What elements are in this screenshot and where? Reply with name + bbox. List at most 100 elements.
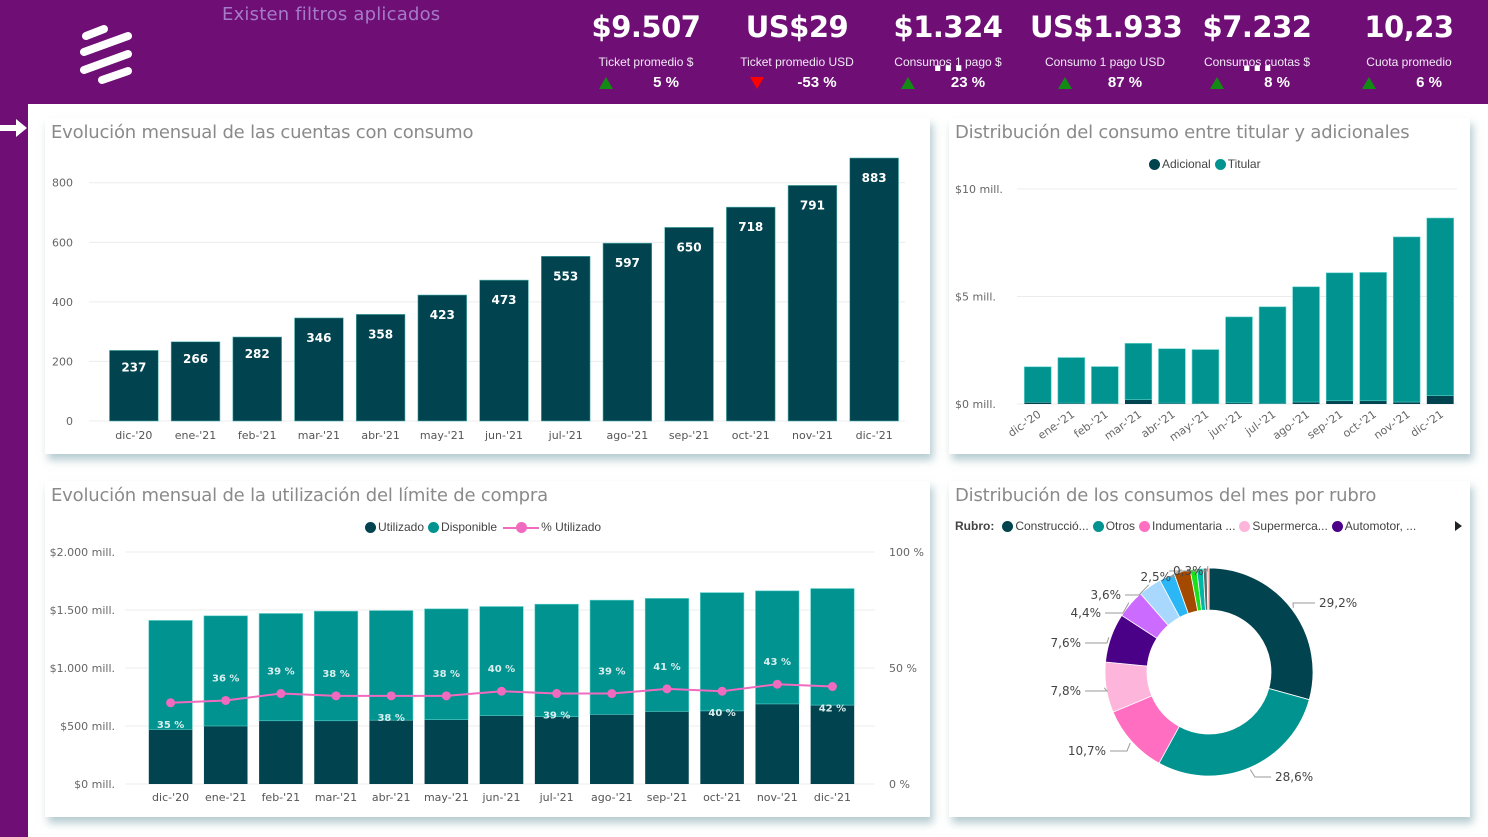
legend-label: Automotor, ... [1344, 519, 1417, 533]
legend-dot-icon [365, 521, 376, 533]
y-tick-label: $5 mill. [955, 291, 996, 304]
legend-item[interactable]: Titular [1211, 157, 1261, 171]
x-tick-label: jun-'21 [482, 791, 521, 804]
x-tick-label: mar-'21 [315, 791, 357, 804]
kpi-delta: 5 % [571, 74, 721, 94]
data-label: 883 [862, 171, 887, 185]
kpi-card[interactable]: US$29 Ticket promedio USD -53 % [722, 10, 872, 94]
header-bar: Existen filtros aplicados $9.507 Ticket p… [0, 0, 1488, 104]
legend-dot-icon [1149, 158, 1160, 170]
data-label: 650 [677, 240, 702, 254]
kpi-card[interactable]: 10,23 Cuota promedio 6 % [1334, 10, 1484, 94]
bar-segment-utilizado [479, 715, 524, 784]
kpi-delta: 23 % [873, 74, 1023, 94]
bar-segment-titular [1258, 306, 1287, 404]
bar [787, 185, 838, 422]
bar [232, 336, 282, 422]
y-tick-label: 400 [52, 296, 73, 309]
brand-logo [80, 25, 132, 84]
line-point [331, 691, 341, 701]
y-tick-label: 600 [52, 236, 73, 249]
leader-line [1168, 569, 1182, 578]
legend-item[interactable]: Indumentaria ... [1135, 519, 1235, 533]
kpi-card[interactable]: $7.232 ... Consumos cuotas $ 8 % [1182, 10, 1332, 94]
trend-up-icon [1210, 77, 1224, 89]
x-tick-label: oct-'21 [732, 429, 770, 442]
bar-segment-adicional [1091, 403, 1119, 404]
x-tick-label: oct-'21 [703, 791, 741, 804]
chart-legend: Rubro: Construcció... Otros Indumentaria .… [955, 519, 1416, 533]
data-label: 35 % [157, 720, 184, 731]
bar [479, 279, 529, 422]
chart-legend: Utilizado Disponible % Utilizado [361, 520, 601, 534]
kpi-label: Consumo 1 pago USD [1044, 55, 1166, 69]
legend-item[interactable]: % Utilizado [497, 520, 601, 534]
y-tick-label: $500 mill. [60, 720, 115, 733]
kpi-label: Consumos cuotas $ [1203, 55, 1311, 69]
kpi-delta: -53 % [722, 74, 872, 94]
legend-item[interactable]: Automotor, ... [1328, 519, 1416, 533]
data-label: 346 [306, 331, 331, 345]
bar-segment-adicional [1225, 402, 1253, 404]
bar-segment-adicional [1192, 403, 1219, 404]
x-tick-label: mar-'21 [298, 429, 340, 442]
x-tick-label: abr-'21 [361, 429, 400, 442]
x-tick-label: abr-'21 [372, 791, 411, 804]
bar [541, 255, 591, 422]
bar-segment-titular [1057, 357, 1086, 404]
x-tick-label: nov-'21 [1371, 408, 1412, 442]
bar [417, 294, 467, 422]
data-label: 282 [245, 347, 270, 361]
legend-label: Construcció... [1015, 519, 1089, 533]
kpi-card[interactable]: $1.324 ... Consumos 1 pago $ 23 % [873, 10, 1023, 94]
chart-rubro: 29,2% 28,6% 10,7% 7,8% 7,6% 4,4% 3,6% 2,5% 0,3% [1051, 564, 1358, 784]
card-cuentas-con-consumo[interactable]: Evolución mensual de las cuentas con con… [45, 118, 930, 454]
data-label: 2,5% [1141, 570, 1172, 584]
legend-label: Supermerca... [1252, 519, 1328, 533]
bar-segment-utilizado [203, 726, 248, 784]
bar-segment-titular [1091, 366, 1119, 404]
bar-segment-utilizado [755, 703, 800, 784]
page-nav-arrow-icon[interactable] [0, 118, 28, 138]
line-point [221, 695, 231, 705]
x-tick-label: dic-'21 [814, 791, 851, 804]
bar [355, 314, 406, 422]
bar-segment-titular [1225, 316, 1253, 404]
bar-segment-titular [1024, 366, 1052, 403]
chart-limite: $0 mill. $500 mill. $1.000 mill. $1.500 mil… [50, 546, 924, 804]
bar [726, 206, 776, 422]
legend-item[interactable]: Utilizado [361, 520, 424, 534]
legend-item[interactable]: Disponible [424, 520, 497, 534]
bar-segment-adicional [1292, 402, 1320, 404]
legend-dot-icon [1214, 158, 1226, 170]
kpi-label: Ticket promedio USD [740, 55, 854, 69]
bar-segment-titular [1124, 343, 1153, 400]
kpi-card[interactable]: $9.507 Ticket promedio $ 5 % [571, 10, 721, 94]
data-label: 473 [491, 293, 516, 307]
data-label: 718 [738, 220, 763, 234]
kpi-delta: 87 % [1030, 74, 1180, 94]
kpi-card[interactable]: US$1.933 Consumo 1 pago USD 87 % [1030, 10, 1183, 94]
bar [664, 227, 714, 422]
data-label: 38 % [377, 713, 404, 724]
y-tick-label: 800 [52, 177, 73, 190]
data-label: 3,6% [1091, 588, 1122, 602]
line-point [607, 689, 617, 699]
legend-item[interactable]: Otros [1089, 519, 1135, 533]
data-label: 29,2% [1319, 596, 1357, 610]
legend-item[interactable]: Supermerca... [1235, 519, 1328, 533]
bar-segment-adicional [1259, 403, 1286, 404]
x-tick-label: ago-'21 [591, 791, 633, 804]
legend-next-arrow-icon[interactable] [1455, 521, 1462, 531]
filters-applied-note[interactable]: Existen filtros aplicados [222, 4, 441, 25]
legend-title: Rubro: [955, 519, 995, 533]
y-tick-label: $1.000 mill. [50, 662, 115, 675]
legend-item[interactable]: Construcció... [998, 519, 1089, 533]
kpi-label: Consumos 1 pago $ [894, 55, 1002, 69]
legend-item[interactable]: Adicional [1145, 157, 1211, 171]
card-limite-compra[interactable]: Evolución mensual de la utilización del … [45, 481, 930, 817]
bar-segment-utilizado [534, 716, 579, 784]
card-titular-adicionales[interactable]: Distribución del consumo entre titular y… [949, 118, 1470, 454]
data-label: 43 % [764, 657, 791, 668]
card-rubro[interactable]: Distribución de los consumos del mes por… [949, 481, 1470, 817]
